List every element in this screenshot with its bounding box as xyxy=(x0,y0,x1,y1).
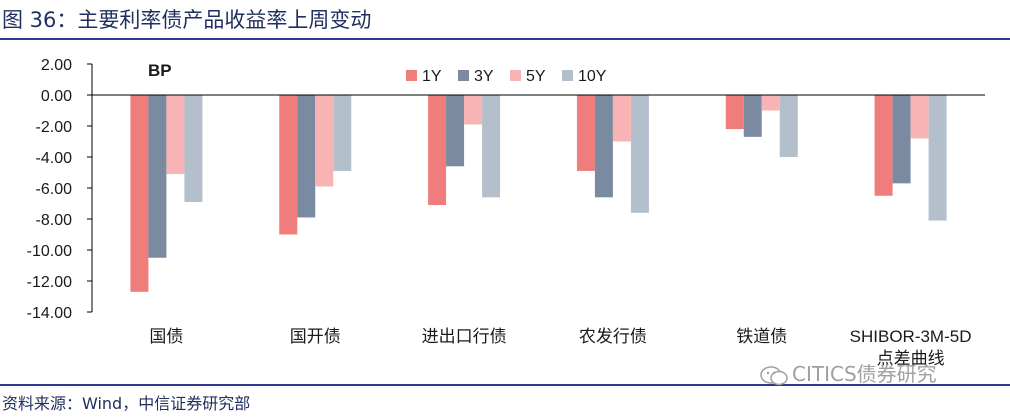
y-tick-label: -10.00 xyxy=(27,243,72,260)
bar-5y-4 xyxy=(761,95,780,111)
y-tick-label: -4.00 xyxy=(36,150,73,167)
bar-1y-3 xyxy=(576,95,595,171)
bar-3y-0 xyxy=(148,95,167,258)
legend-swatch-10y xyxy=(562,70,573,81)
legend-swatch-1y xyxy=(406,70,417,81)
legend-swatch-5y xyxy=(510,70,521,81)
bar-10y-2 xyxy=(482,95,501,198)
legend: 1Y 3Y 5Y 10Y xyxy=(406,68,607,85)
bar-10y-3 xyxy=(630,95,649,213)
bottom-rule xyxy=(0,384,1010,386)
y-tick-label: -2.00 xyxy=(36,119,73,136)
figure-title: 图 36：主要利率债产品收益率上周变动 xyxy=(2,8,372,32)
y-tick-label: -6.00 xyxy=(36,181,73,198)
x-category-label: 铁道债 xyxy=(736,327,787,346)
bar-5y-2 xyxy=(464,95,483,125)
bar-5y-0 xyxy=(166,95,185,175)
watermark: CITICS债券研究 xyxy=(760,358,937,387)
wechat-icon xyxy=(760,365,788,385)
bar-3y-4 xyxy=(743,95,762,137)
bar-10y-4 xyxy=(779,95,798,157)
legend-label-1y: 1Y xyxy=(422,68,442,85)
bar-chart: 2.00 0.00 -2.00 -4.00 -6.00 -8.00 -10.00 -12.00… xyxy=(27,57,985,368)
y-tick-label: -12.00 xyxy=(27,274,72,291)
bar-1y-4 xyxy=(725,95,744,130)
bar-10y-5 xyxy=(928,95,947,221)
bar-1y-2 xyxy=(428,95,447,206)
bar-10y-1 xyxy=(333,95,352,171)
bar-3y-2 xyxy=(446,95,465,167)
x-category-label: 进出口行债 xyxy=(422,327,507,346)
unit-label: BP xyxy=(148,61,172,80)
x-category-label: SHIBOR-3M-5D 点差曲线 xyxy=(850,327,972,368)
x-axis-category-labels: 国债 国开债 进出口行债 农发行债 铁道债 SHIBOR-3M-5D 点差曲线 xyxy=(149,327,971,368)
bar-5y-5 xyxy=(910,95,929,139)
bar-10y-0 xyxy=(184,95,203,202)
x-category-label: 农发行债 xyxy=(579,327,647,346)
legend-swatch-3y xyxy=(458,70,469,81)
y-tick-label: -14.00 xyxy=(27,305,72,322)
source-note: 资料来源：Wind，中信证券研究部 xyxy=(2,394,251,413)
y-tick-label: 2.00 xyxy=(41,57,72,74)
legend-label-5y: 5Y xyxy=(526,68,546,85)
legend-label-3y: 3Y xyxy=(474,68,494,85)
bar-3y-3 xyxy=(594,95,613,198)
bar-1y-1 xyxy=(279,95,298,235)
bar-5y-3 xyxy=(612,95,631,142)
bars xyxy=(130,95,947,292)
bar-3y-1 xyxy=(297,95,316,218)
y-tick-label: -8.00 xyxy=(36,212,73,229)
y-axis-tick-labels: 2.00 0.00 -2.00 -4.00 -6.00 -8.00 -10.00 -12.00… xyxy=(27,57,92,322)
bar-1y-5 xyxy=(874,95,893,196)
top-rule xyxy=(0,38,1010,40)
bar-3y-5 xyxy=(892,95,911,184)
bar-1y-0 xyxy=(130,95,149,292)
x-category-label: 国债 xyxy=(149,327,183,346)
x-category-label: 国开债 xyxy=(290,327,341,346)
y-tick-label: 0.00 xyxy=(41,88,72,105)
legend-label-10y: 10Y xyxy=(578,68,607,85)
watermark-text: CITICS债券研究 xyxy=(792,362,937,386)
bar-5y-1 xyxy=(315,95,334,187)
